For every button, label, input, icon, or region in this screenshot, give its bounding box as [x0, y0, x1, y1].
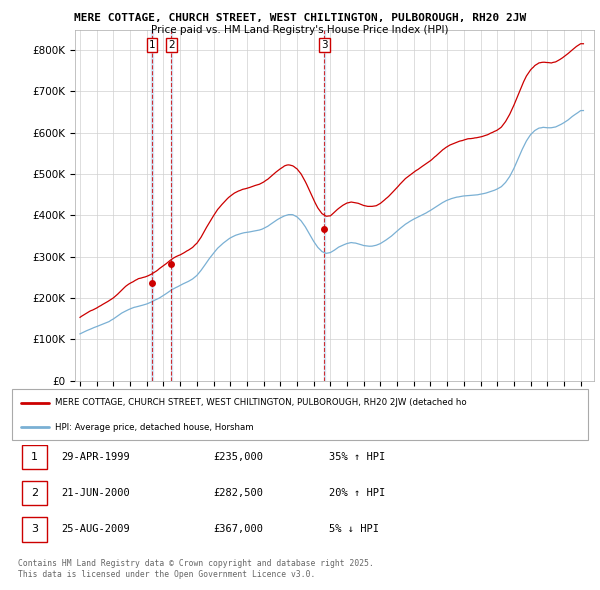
- Text: 2: 2: [31, 489, 38, 499]
- Text: £367,000: £367,000: [214, 525, 263, 535]
- Bar: [151, 30, 153, 381]
- Text: 5% ↓ HPI: 5% ↓ HPI: [329, 525, 379, 535]
- Text: 25-AUG-2009: 25-AUG-2009: [61, 525, 130, 535]
- FancyBboxPatch shape: [22, 445, 47, 470]
- Bar: [170, 30, 172, 381]
- Text: Price paid vs. HM Land Registry's House Price Index (HPI): Price paid vs. HM Land Registry's House …: [151, 25, 449, 35]
- Text: MERE COTTAGE, CHURCH STREET, WEST CHILTINGTON, PULBOROUGH, RH20 2JW: MERE COTTAGE, CHURCH STREET, WEST CHILTI…: [74, 13, 526, 23]
- Text: £282,500: £282,500: [214, 489, 263, 499]
- Text: 2: 2: [168, 40, 175, 50]
- Text: HPI: Average price, detached house, Horsham: HPI: Average price, detached house, Hors…: [55, 422, 254, 431]
- FancyBboxPatch shape: [22, 517, 47, 542]
- Text: 1: 1: [31, 453, 38, 463]
- Text: 21-JUN-2000: 21-JUN-2000: [61, 489, 130, 499]
- FancyBboxPatch shape: [12, 389, 588, 440]
- Text: 3: 3: [321, 40, 328, 50]
- Text: 3: 3: [31, 525, 38, 535]
- Bar: [324, 30, 325, 381]
- Text: 1: 1: [149, 40, 155, 50]
- Text: Contains HM Land Registry data © Crown copyright and database right 2025.
This d: Contains HM Land Registry data © Crown c…: [18, 559, 374, 579]
- Text: 20% ↑ HPI: 20% ↑ HPI: [329, 489, 385, 499]
- Text: MERE COTTAGE, CHURCH STREET, WEST CHILTINGTON, PULBOROUGH, RH20 2JW (detached ho: MERE COTTAGE, CHURCH STREET, WEST CHILTI…: [55, 398, 467, 408]
- Text: 35% ↑ HPI: 35% ↑ HPI: [329, 453, 385, 463]
- FancyBboxPatch shape: [22, 481, 47, 506]
- Text: 29-APR-1999: 29-APR-1999: [61, 453, 130, 463]
- Text: £235,000: £235,000: [214, 453, 263, 463]
